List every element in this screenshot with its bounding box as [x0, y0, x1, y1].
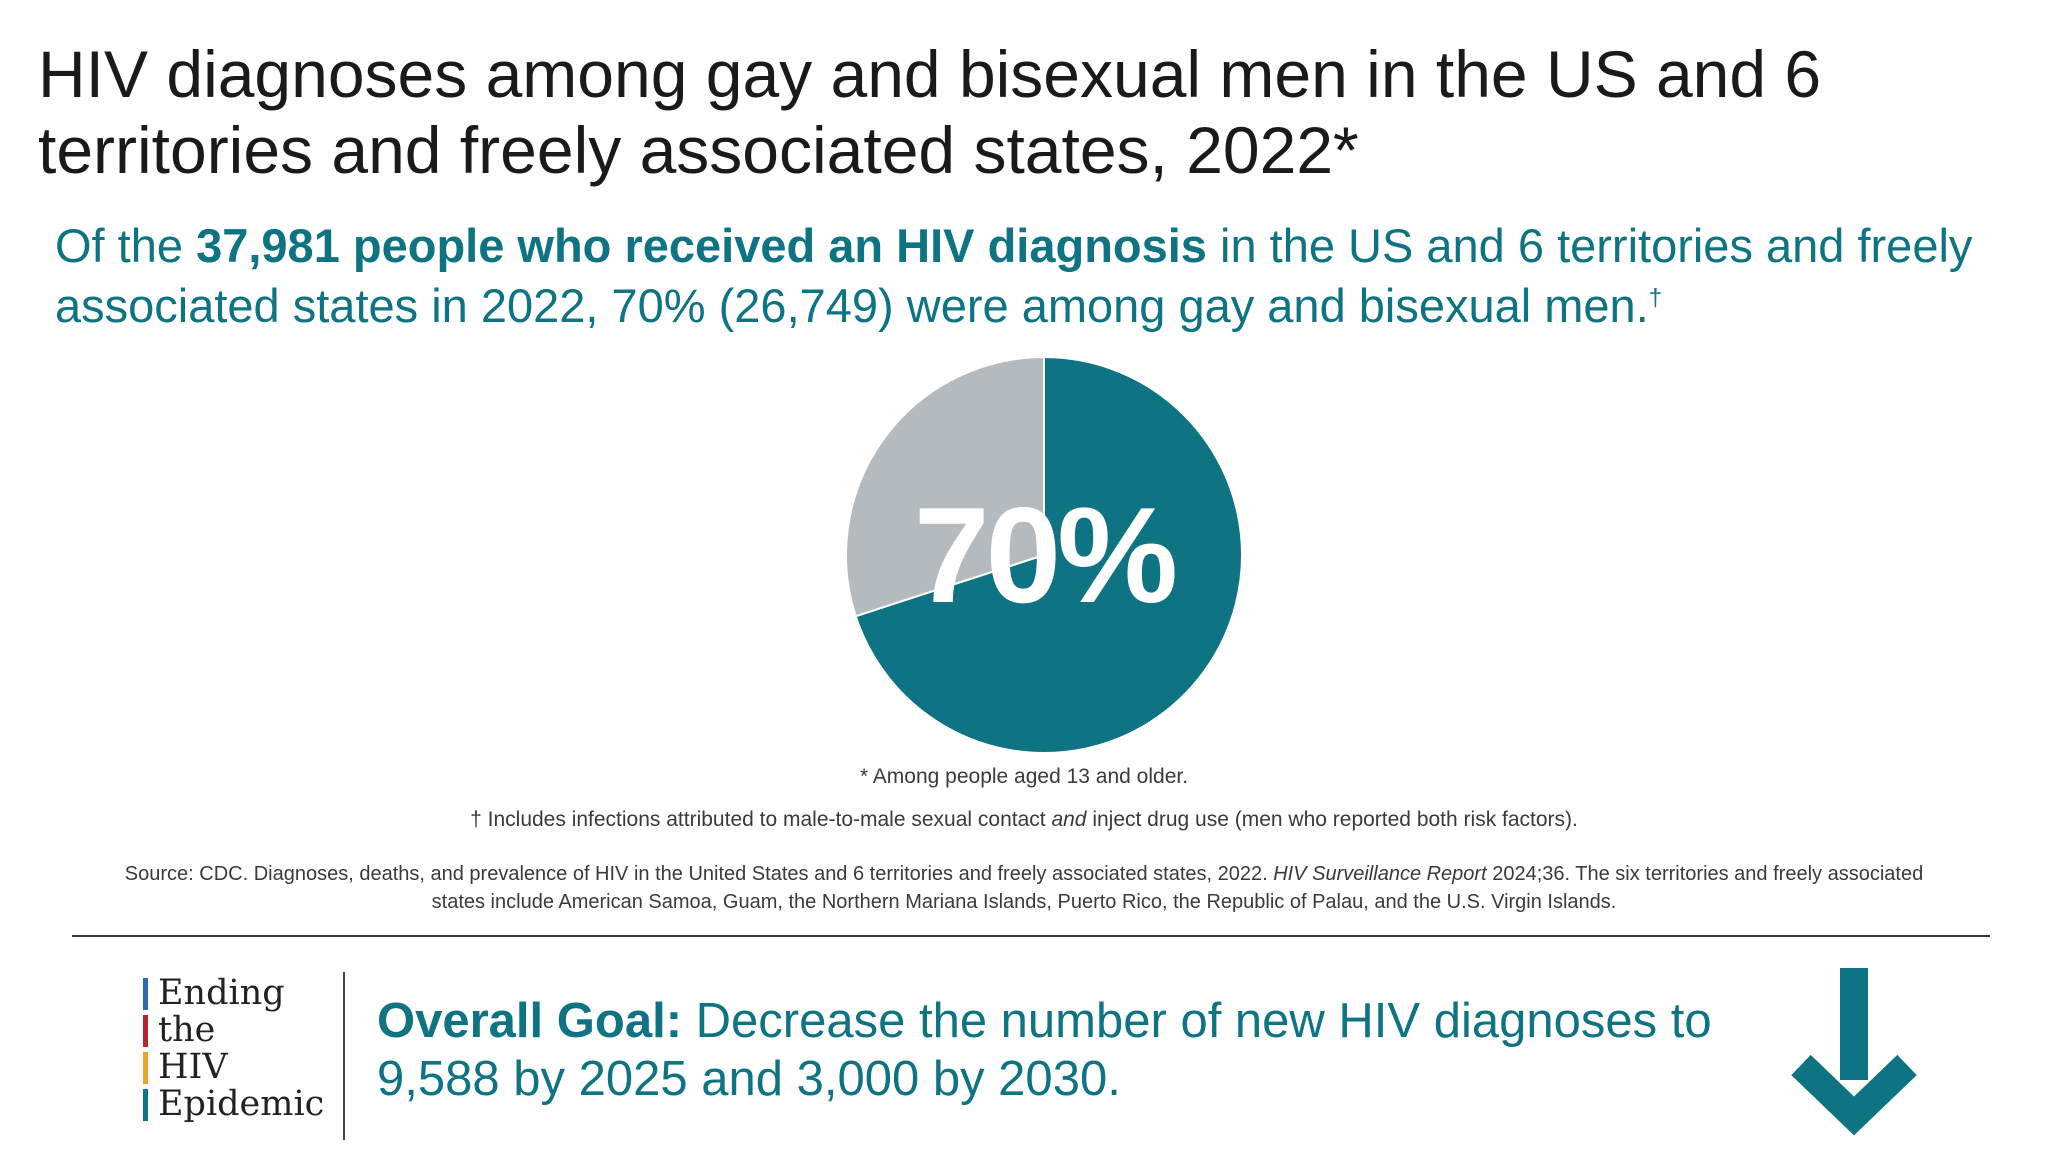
- pie-slice-0: [854, 355, 1243, 754]
- headline-prefix: Of the: [55, 219, 197, 272]
- arrow-down-icon: [1791, 968, 1917, 1136]
- logo-word: Epidemic: [158, 1084, 325, 1124]
- logo-bar-red: [143, 1014, 148, 1047]
- logo-row: HIV: [143, 1049, 324, 1086]
- goal-text: Decrease the number of new HIV diagnoses…: [377, 994, 1712, 1106]
- note-asterisk: * Among people aged 13 and older.: [859, 765, 1189, 788]
- headline-dagger: †: [1648, 284, 1663, 312]
- note-dagger-italic: and: [1051, 808, 1087, 831]
- logo-word: Ending: [158, 973, 285, 1013]
- divider: [72, 935, 1990, 937]
- page-title: HIV diagnoses among gay and bisexual men…: [38, 37, 1822, 187]
- logo-word: the: [158, 1010, 216, 1050]
- note-dagger-prefix: † Includes infections attributed to male…: [470, 808, 1052, 831]
- headline-statement: Of the 37,981 people who received an HIV…: [55, 216, 2015, 336]
- pie-chart: 70%: [844, 355, 1244, 755]
- logo-bar-blue: [143, 977, 148, 1010]
- headline-bold: 37,981 people who received an HIV diagno…: [196, 219, 1207, 272]
- logo-bar-yellow: [143, 1051, 148, 1084]
- pie-slice-1: [845, 355, 1045, 618]
- logo-row: Epidemic: [143, 1086, 324, 1123]
- source-prefix: Source: CDC. Diagnoses, deaths, and prev…: [124, 863, 1274, 885]
- source-italic: HIV Surveillance Report: [1273, 863, 1487, 885]
- headline-suffix: in the US and 6 territories and freely a…: [55, 219, 1973, 332]
- ending-the-hiv-epidemic-logo: Ending the HIV Epidemic: [143, 975, 324, 1123]
- note-dagger: † Includes infections attributed to male…: [0, 808, 2048, 832]
- note-dagger-suffix: inject drug use (men who reported both r…: [1086, 808, 1578, 831]
- logo-word: HIV: [158, 1047, 228, 1087]
- goal-label: Overall Goal:: [377, 994, 683, 1048]
- logo-separator: [343, 972, 345, 1140]
- pie-chart-svg: [845, 355, 1243, 754]
- logo-row: Ending: [143, 975, 324, 1012]
- source-citation: Source: CDC. Diagnoses, deaths, and prev…: [100, 860, 1948, 916]
- logo-bar-teal: [143, 1088, 148, 1121]
- source-suffix: 2024;36. The six territories and freely …: [431, 863, 1924, 913]
- overall-goal: Overall Goal: Decrease the number of new…: [377, 992, 1797, 1108]
- pie-center-label: 70%: [913, 479, 1178, 631]
- logo-row: the: [143, 1012, 324, 1049]
